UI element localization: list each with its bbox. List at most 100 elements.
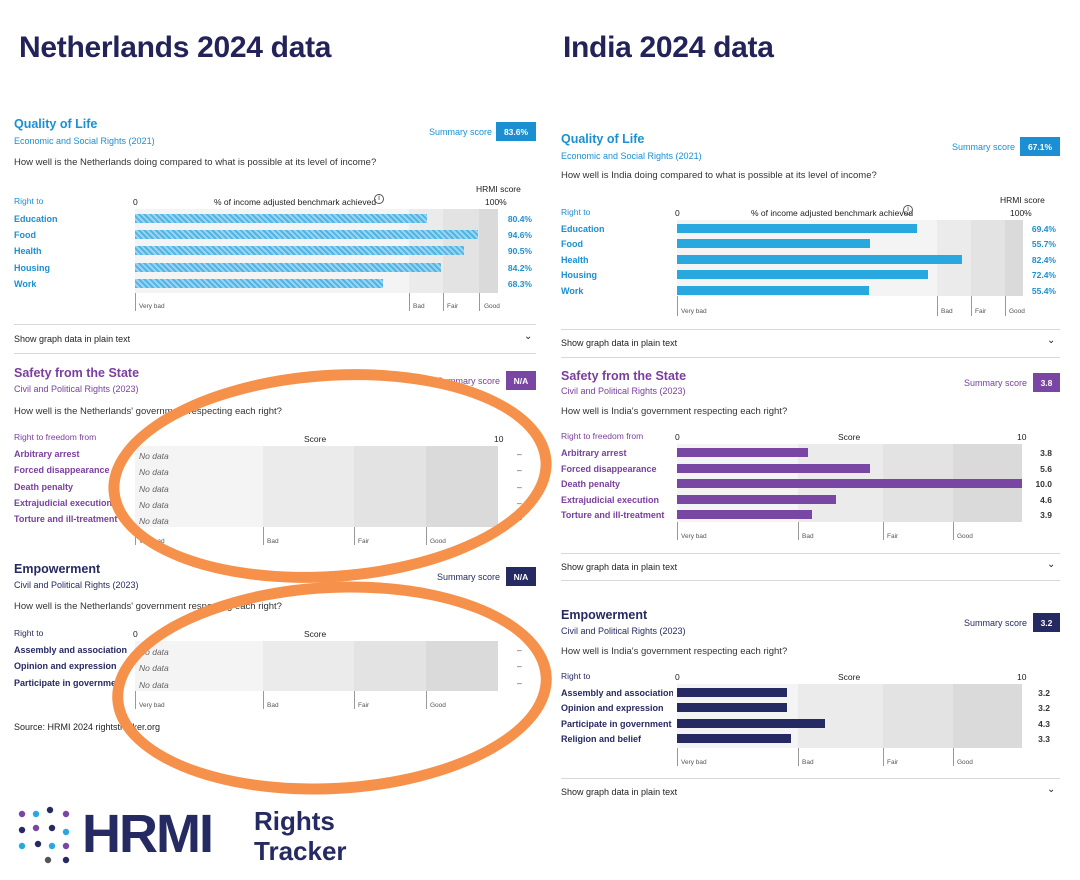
zone-fair [883,684,953,748]
nl-quality-of-life-card: Quality of Life Economic and Social Righ… [14,117,536,354]
band-label: Very bad [139,702,165,709]
row-value: 10.0 [1035,479,1052,489]
zone-good [479,209,498,293]
logo-line2: Tracker [254,836,347,866]
band-label: Good [1009,308,1025,315]
in-empowerment-card: Empowerment Civil and Political Rights (… [561,608,1060,806]
band-label: Bad [267,538,279,545]
row-value: 4.3 [1038,719,1050,729]
chevron-down-icon[interactable]: ⌄ [1047,784,1056,795]
card-question: How well is the Netherlands doing compar… [14,157,377,168]
band-label: Fair [975,308,987,315]
row-label: Work [561,286,584,296]
divider [561,329,1060,330]
tick [135,691,136,709]
row-value: – [517,449,522,459]
bar [677,286,869,295]
info-icon[interactable]: i [903,205,913,215]
card-title: Safety from the State [14,366,140,380]
chevron-down-icon[interactable]: ⌄ [1047,559,1056,570]
band-label: Bad [802,533,814,540]
row-label: Arbitrary arrest [14,449,80,459]
row-label: Health [561,255,589,265]
show-graph-data-toggle[interactable]: Show graph data in plain text [14,334,131,344]
tick [354,527,355,545]
show-graph-data-toggle[interactable]: Show graph data in plain text [561,562,678,572]
bar [677,479,1022,488]
summary-score-badge: 3.2 [1033,613,1060,632]
divider [561,778,1060,779]
tick [883,748,884,766]
hrmi-score-label: HRMI score [476,184,521,194]
info-icon[interactable]: i [374,194,384,204]
right-to-label: Right to [14,196,44,206]
chevron-down-icon[interactable]: ⌄ [524,331,533,342]
row-value: 68.3% [507,279,532,289]
zone-bad [263,641,354,691]
row-value: 72.4% [1031,270,1056,280]
show-graph-data-toggle[interactable]: Show graph data in plain text [561,338,678,348]
bar [135,263,441,272]
row-label: Participate in government [561,719,672,729]
band-label: Fair [887,759,899,766]
tick [479,293,480,311]
logo-line1: Rights [254,806,335,836]
logo-brand: HRMI [82,804,214,864]
band-label: Good [430,702,446,709]
no-data-text: No data [139,484,169,494]
tick [971,296,972,316]
zone-fair [354,641,426,691]
india-heading: India 2024 data [563,31,774,64]
tick [937,296,938,316]
band-label: Very bad [681,308,707,315]
tick [677,522,678,540]
zone-fair [971,220,1005,296]
axis-end: 100% [1010,208,1032,218]
row-value: 4.6 [1040,495,1052,505]
band-label: Bad [413,303,425,310]
row-value: 3.2 [1038,703,1050,713]
row-label: Assembly and association [14,645,128,655]
in-safety-card: Safety from the State Civil and Politica… [561,369,1060,581]
tick [263,527,264,545]
card-subtitle: Economic and Social Rights (2021) [561,151,702,161]
tick [883,522,884,540]
row-value: – [517,661,522,671]
row-label: Housing [14,263,50,273]
row-value: 84.2% [507,263,532,273]
row-value: – [517,514,522,524]
row-label: Torture and ill-treatment [561,510,665,520]
band-label: Good [484,303,500,310]
row-label: Religion and belief [561,734,642,744]
row-value: 55.4% [1031,286,1056,296]
row-value: 80.4% [507,214,532,224]
row-value: 90.5% [507,246,532,256]
row-label: Health [14,246,42,256]
axis-end: 10 [1017,672,1027,682]
card-title: Quality of Life [561,132,645,146]
chevron-down-icon[interactable]: ⌄ [1047,335,1056,346]
axis-end: 10 [494,434,504,444]
tick [263,691,264,709]
divider [561,580,1060,581]
hrmi-score-label: HRMI score [1000,195,1045,205]
row-label: Education [14,214,58,224]
tick [798,748,799,766]
axis-title: Score [838,432,861,442]
card-title: Empowerment [561,608,648,622]
summary-score-label: Summary score [963,378,1027,388]
show-graph-data-toggle[interactable]: Show graph data in plain text [561,787,678,797]
no-data-text: No data [139,663,169,673]
row-value: 3.9 [1040,510,1052,520]
bar [135,214,427,223]
row-value: – [517,498,522,508]
card-subtitle: Civil and Political Rights (2023) [561,386,686,396]
zone-good [953,684,1022,748]
summary-score-badge: 83.6% [496,122,536,141]
divider [561,357,1060,358]
row-label: Work [14,279,37,289]
row-label: Extrajudicial execution [14,498,113,508]
row-label: Forced disappearance [14,465,110,475]
axis-title: Score [304,434,327,444]
bar [677,719,826,728]
